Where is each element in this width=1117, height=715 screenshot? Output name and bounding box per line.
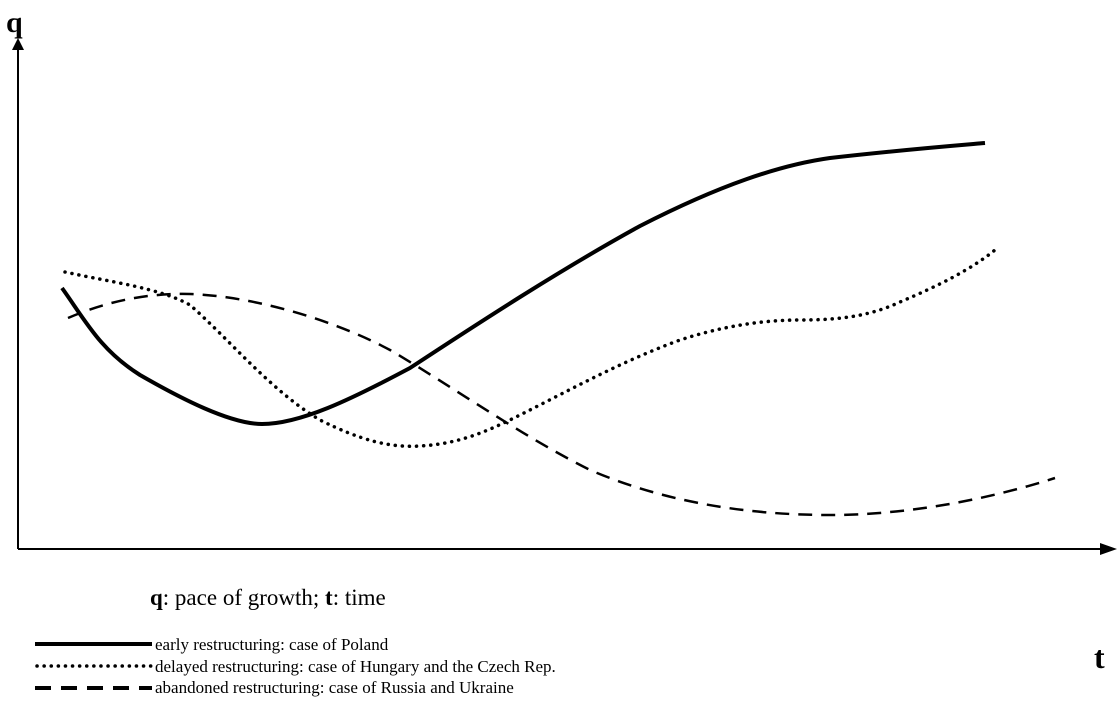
caption-q-text: : pace of growth; <box>163 585 325 610</box>
x-axis-label: t <box>1094 639 1105 675</box>
y-axis-arrow <box>12 38 24 50</box>
caption: q: pace of growth; t: time <box>150 585 386 610</box>
caption-q: q <box>150 585 163 610</box>
y-axis-label: q <box>6 6 23 39</box>
hungary-curve <box>63 248 997 449</box>
legend-label: delayed restructuring: case of Hungary a… <box>155 657 556 676</box>
poland-curve <box>60 141 986 427</box>
russia-curve <box>67 292 1056 517</box>
legend-label: early restructuring: case of Poland <box>155 635 389 654</box>
caption-t-text: : time <box>333 585 386 610</box>
caption-t: t <box>325 585 333 610</box>
legend-label: abandoned restructuring: case of Russia … <box>155 678 514 697</box>
x-axis-arrow <box>1100 543 1117 555</box>
